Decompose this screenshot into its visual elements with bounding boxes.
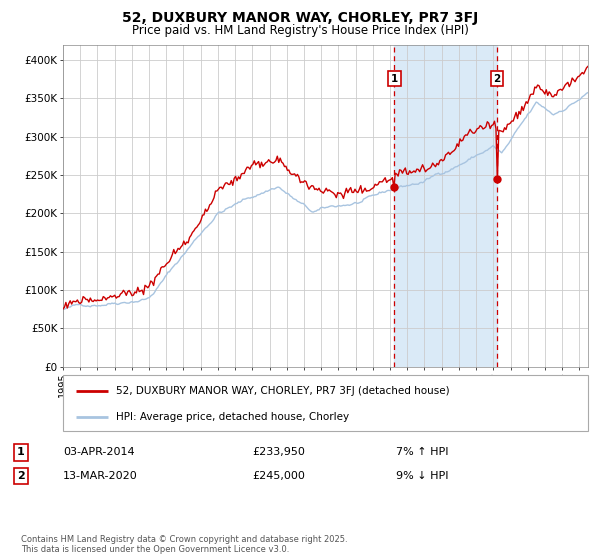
Text: 2: 2	[17, 471, 25, 481]
Text: £245,000: £245,000	[252, 471, 305, 481]
Text: 03-APR-2014: 03-APR-2014	[63, 447, 134, 458]
Text: 52, DUXBURY MANOR WAY, CHORLEY, PR7 3FJ: 52, DUXBURY MANOR WAY, CHORLEY, PR7 3FJ	[122, 11, 478, 25]
Text: 9% ↓ HPI: 9% ↓ HPI	[396, 471, 449, 481]
Text: £233,950: £233,950	[252, 447, 305, 458]
Text: Contains HM Land Registry data © Crown copyright and database right 2025.
This d: Contains HM Land Registry data © Crown c…	[21, 535, 347, 554]
Text: HPI: Average price, detached house, Chorley: HPI: Average price, detached house, Chor…	[115, 412, 349, 422]
Text: 1: 1	[391, 73, 398, 83]
FancyBboxPatch shape	[63, 375, 588, 431]
Text: 13-MAR-2020: 13-MAR-2020	[63, 471, 138, 481]
Text: Price paid vs. HM Land Registry's House Price Index (HPI): Price paid vs. HM Land Registry's House …	[131, 24, 469, 36]
Text: 2: 2	[493, 73, 500, 83]
Text: 7% ↑ HPI: 7% ↑ HPI	[396, 447, 449, 458]
Text: 1: 1	[17, 447, 25, 458]
Text: 52, DUXBURY MANOR WAY, CHORLEY, PR7 3FJ (detached house): 52, DUXBURY MANOR WAY, CHORLEY, PR7 3FJ …	[115, 386, 449, 396]
Bar	[394, 45, 497, 367]
